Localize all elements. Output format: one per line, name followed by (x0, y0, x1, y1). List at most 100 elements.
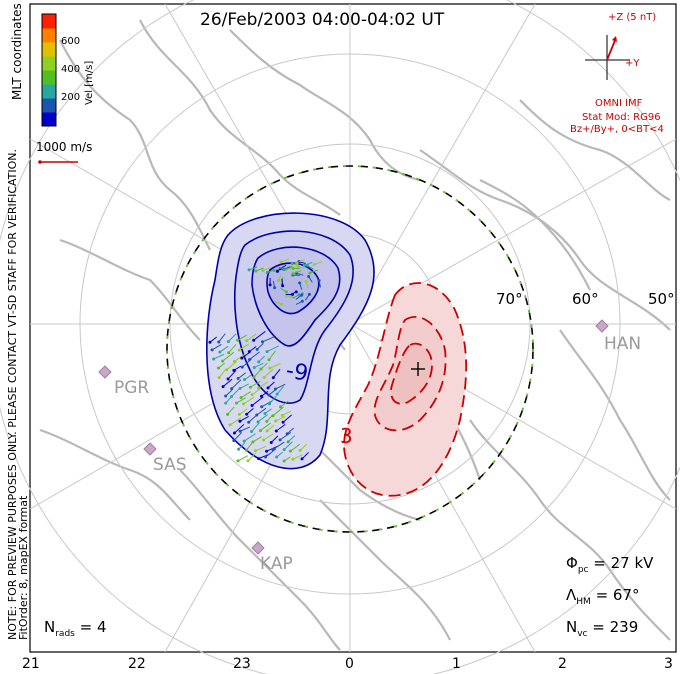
velocity-vector-origin (212, 357, 216, 361)
velocity-vector-origin (252, 375, 256, 379)
velocity-vector-origin (265, 350, 269, 354)
velocity-vector (234, 353, 246, 362)
velocity-vector-origin (290, 262, 294, 266)
velocity-vector-origin (271, 376, 275, 380)
negative-potential-cell (206, 212, 375, 470)
velocity-vector (282, 414, 293, 423)
velocity-vector-origin (239, 396, 243, 400)
velocity-vector-origin (253, 449, 257, 453)
velocity-vector-origin (227, 351, 231, 355)
colorbar-band (42, 56, 56, 71)
velocity-vector-origin (252, 366, 256, 370)
velocity-vector (226, 361, 238, 371)
velocity-vector (272, 368, 281, 378)
velocity-vector (257, 414, 268, 423)
station-han-marker (595, 319, 609, 333)
station-kap-marker (251, 541, 265, 555)
velocity-vector-origin (256, 420, 260, 424)
velocity-vector-origin (232, 368, 236, 372)
velocity-vector (239, 426, 251, 432)
map-title: 26/Feb/2003 04:00-04:02 UT (200, 10, 445, 30)
colorbar-band (42, 84, 56, 99)
velocity-vector (280, 400, 289, 408)
velocity-vector-origin (238, 419, 242, 423)
velocity-vector (268, 350, 276, 361)
velocity-vector (234, 424, 245, 434)
velocity-vector (222, 378, 233, 388)
velocity-vector-origin (317, 279, 321, 283)
velocity-vector-origin (258, 429, 262, 433)
velocity-vector (218, 369, 226, 378)
velocity-vector-origin (238, 429, 242, 433)
velocity-vector (246, 441, 253, 451)
velocity-vector-origin (252, 338, 256, 342)
velocity-vector (270, 435, 279, 443)
velocity-vector-origin (247, 420, 251, 424)
velocity-vector-origin (247, 268, 251, 272)
velocity-vector-origin (268, 283, 272, 287)
velocity-vector-origin (265, 429, 269, 433)
velocity-vector-origin (255, 347, 259, 351)
hm-boundary-model-vectors (166, 165, 534, 533)
velocity-vector-origin (281, 284, 285, 288)
velocity-vector (241, 351, 251, 359)
velocity-vector (251, 388, 261, 396)
hm-latitude: ΛHM = 67° (566, 586, 640, 607)
velocity-vector-origin (284, 290, 288, 294)
velocity-vector (237, 334, 247, 341)
velocity-vector-origin (265, 449, 269, 453)
velocity-vector (250, 380, 261, 388)
velocity-vector (227, 406, 235, 415)
velocity-vector (301, 452, 309, 460)
velocity-vector-origin (275, 455, 279, 459)
velocity-vector-origin (236, 459, 240, 463)
velocity-vector-origin (257, 457, 261, 461)
velocity-vector-origin (260, 405, 264, 409)
velocity-vector (262, 336, 275, 343)
velocity-vector (287, 435, 296, 443)
velocity-vector (265, 448, 277, 458)
velocity-vector-origin (275, 392, 279, 396)
imf-z-label: +Z (5 nT) (608, 12, 657, 23)
velocity-vector (243, 397, 255, 405)
velocity-vector (275, 383, 286, 390)
velocity-vector (239, 383, 249, 389)
velocity-vector-origin (259, 394, 263, 398)
velocity-vector-origin (259, 367, 263, 371)
velocity-vector (261, 400, 273, 408)
velocity-vector (239, 415, 249, 422)
velocity-vector-origin (307, 275, 311, 279)
velocity-vector (269, 395, 277, 405)
velocity-vector-origin (267, 393, 271, 397)
velocity-vector (260, 422, 271, 431)
velocity-vector-origin (221, 385, 225, 389)
velocity-vector (238, 343, 250, 351)
scale-vector (38, 160, 78, 164)
velocity-vector-origin (273, 286, 277, 290)
velocity-vector-origin (230, 387, 234, 391)
velocity-vector-origin (265, 419, 269, 423)
station-markers (98, 319, 609, 555)
mlt-tick-22: 22 (128, 656, 146, 672)
velocity-vector (290, 443, 301, 452)
velocity-vector-origin (237, 348, 241, 352)
velocity-vector-origin (268, 366, 272, 370)
velocity-vector (239, 408, 248, 415)
velocity-vector-origin (262, 438, 266, 442)
velocity-vector-origin (226, 377, 230, 381)
cross-polar-potential: Φpc = 27 kV (566, 554, 654, 575)
colorbar-tick-600: 600 (61, 36, 81, 47)
latitude-label-60: 60° (572, 290, 599, 308)
velocity-vector-origin (226, 412, 230, 416)
velocity-vector (253, 330, 266, 341)
potential-extrema-markers (411, 362, 425, 376)
colorbar-frame (41, 13, 57, 127)
mlt-tick-1: 1 (452, 656, 461, 672)
velocity-vector (251, 422, 260, 432)
velocity-vector-origin (243, 378, 247, 382)
velocity-vector-origin (242, 402, 246, 406)
velocity-vector (225, 395, 233, 404)
velocity-vector-origin (290, 295, 294, 299)
velocity-vector (227, 369, 237, 380)
velocity-vector-origin (288, 449, 292, 453)
